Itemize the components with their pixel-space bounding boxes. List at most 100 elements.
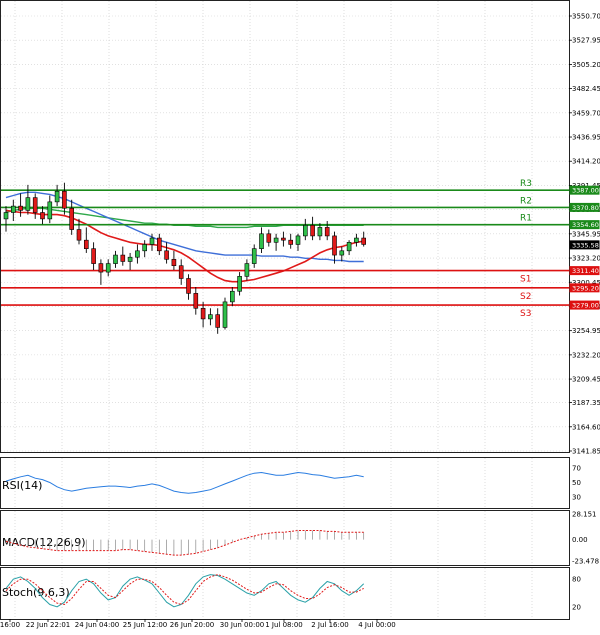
rsi-panel: RSI(14) 70 50 30 — [2, 465, 581, 502]
price-tick-label: 3527.95 — [572, 37, 600, 45]
rsi-tick-label: 30 — [572, 493, 581, 501]
level-price-box — [569, 283, 600, 293]
level-label-r2: R2 — [520, 196, 532, 206]
time-label: 22 Jun 22:01 — [26, 621, 70, 629]
candle-body — [324, 227, 330, 237]
macd-tick-label: 0.00 — [572, 536, 588, 544]
candle-body — [62, 190, 67, 209]
price-tick-label: 3187.35 — [572, 399, 600, 407]
stoch-tick-label: 80 — [572, 576, 581, 584]
rsi-line — [5, 471, 364, 494]
level-price-label: 3311.40 — [572, 267, 599, 275]
candle-body — [266, 233, 272, 243]
candle-body — [273, 237, 279, 243]
price-tick-label: 3232.20 — [572, 351, 600, 359]
level-price-label: 3279.00 — [572, 302, 599, 310]
level-price-label: 3295.20 — [572, 284, 599, 292]
candle-body — [237, 276, 242, 292]
time-label: 30 Jun 00:00 — [220, 621, 264, 629]
level-price-box — [569, 202, 600, 212]
candle-body — [281, 237, 286, 241]
price-tick-label: 3300.45 — [572, 279, 600, 287]
macd-tick-label: -23.478 — [572, 558, 599, 566]
candle-body — [295, 235, 301, 245]
candle-body — [244, 263, 250, 277]
level-price-box — [569, 185, 600, 195]
stoch-panel-frame — [0, 567, 570, 620]
candle-body — [120, 254, 126, 262]
ma-fast-red-line — [5, 209, 364, 283]
candle-body — [25, 197, 31, 211]
time-label: 1 Jul 08:00 — [265, 621, 303, 629]
rsi-title: RSI(14) — [2, 479, 42, 492]
stoch-panel: Stoch(9,6,3) 80 20 — [2, 574, 581, 611]
grid — [0, 0, 570, 620]
current-price-label: 3335.58 — [572, 241, 599, 249]
time-label: 25 Jun 12:00 — [123, 621, 167, 629]
price-tick-label: 3345.95 — [572, 230, 600, 238]
candle-body — [40, 212, 45, 220]
candle-body — [84, 239, 89, 249]
price-tick-label: 3141.85 — [572, 448, 600, 456]
price-tick-label: 3505.20 — [572, 61, 600, 69]
level-label-s2: S2 — [520, 292, 531, 302]
candle-body — [178, 265, 184, 279]
candle-body — [164, 250, 169, 260]
level-label-s1: S1 — [520, 275, 531, 285]
time-label: 24 Jun 04:00 — [75, 621, 119, 629]
candle-body — [251, 248, 257, 264]
candle-body — [76, 229, 82, 241]
candle-body — [3, 212, 9, 220]
candle-body — [171, 259, 177, 267]
candle-body — [142, 244, 147, 252]
candle-body — [32, 197, 38, 213]
candle-body — [230, 290, 235, 303]
level-price-label: 3387.00 — [572, 187, 599, 195]
price-tick-label: 3459.70 — [572, 109, 600, 117]
candle-body — [332, 235, 337, 256]
price-axis: 3550.70 3527.95 3505.20 3482.45 3459.70 3436.… — [569, 13, 600, 456]
price-tick-label: 3436.95 — [572, 134, 600, 142]
candle-body — [302, 224, 308, 237]
candle-body — [11, 205, 16, 213]
candle-body — [193, 293, 199, 309]
candle-body — [98, 263, 104, 273]
price-tick-label: 3414.20 — [572, 158, 600, 166]
candle-body — [149, 237, 155, 245]
level-price-box — [569, 266, 600, 276]
stoch-k-line — [5, 574, 365, 608]
level-price-label: 3354.60 — [572, 221, 599, 229]
macd-signal-line — [5, 530, 364, 556]
price-tick-label: 3323.20 — [572, 255, 600, 263]
candle-body — [346, 242, 352, 252]
candle-body — [317, 227, 323, 237]
candle-body — [105, 263, 111, 273]
level-label-s3: S3 — [520, 309, 531, 319]
time-label: 16:00 — [0, 621, 20, 629]
price-tick-label: 3254.95 — [572, 327, 600, 335]
macd-tick-label: 28.151 — [572, 511, 597, 519]
candle-body — [157, 237, 162, 252]
level-price-box — [569, 300, 600, 310]
current-price-box — [569, 240, 600, 250]
candle-body — [186, 278, 191, 294]
rsi-tick-label: 70 — [572, 465, 581, 473]
candle-body — [113, 254, 118, 264]
level-label-r3: R3 — [520, 179, 532, 189]
rsi-tick-label: 50 — [572, 479, 581, 487]
level-label-r1: R1 — [520, 214, 532, 224]
macd-title: MACD(12,26,9) — [2, 536, 86, 549]
candle-body — [47, 201, 53, 220]
candle-body — [259, 233, 264, 249]
candle-body — [54, 190, 60, 203]
price-tick-label: 3482.45 — [572, 85, 600, 93]
candle-body — [200, 307, 206, 320]
candle-body — [354, 237, 359, 243]
rsi-panel-frame — [0, 457, 570, 509]
stoch-tick-label: 20 — [572, 603, 581, 611]
main-price-panel: R3 R2 R1 S1 S2 S3 — [1, 179, 569, 334]
candle-body — [361, 237, 367, 245]
level-price-box — [569, 220, 600, 230]
